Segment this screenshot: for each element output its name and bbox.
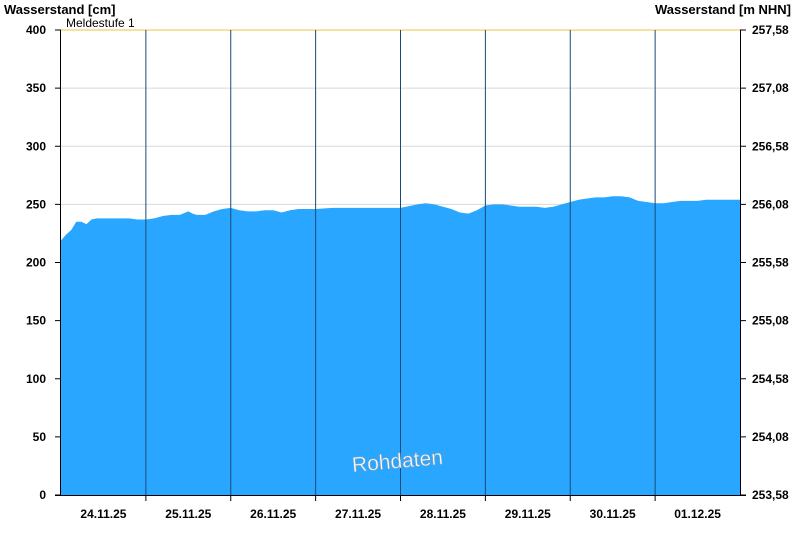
x-tick-label: 28.11.25 — [420, 507, 466, 521]
tick-label-layer: 0 253,58 50 254,08 100 254,58 150 255,08 200 255,… — [26, 23, 789, 521]
x-tick-label: 27.11.25 — [335, 507, 381, 521]
left-y-tick-label: 100 — [26, 372, 46, 386]
x-tick-label: 01.12.25 — [674, 507, 721, 521]
left-y-tick-label: 50 — [33, 430, 47, 444]
left-y-tick-label: 200 — [26, 256, 46, 270]
right-y-tick-label: 256,08 — [752, 197, 789, 211]
x-tick-label: 25.11.25 — [165, 507, 211, 521]
x-tick-label: 29.11.25 — [505, 507, 551, 521]
left-y-tick-label: 400 — [26, 23, 46, 37]
right-y-tick-label: 257,58 — [752, 23, 789, 37]
right-y-tick-label: 254,58 — [752, 372, 789, 386]
x-tick-label: 30.11.25 — [590, 507, 636, 521]
right-y-tick-label: 255,58 — [752, 256, 789, 270]
x-tick-label: 24.11.25 — [80, 507, 126, 521]
left-y-tick-label: 350 — [26, 81, 46, 95]
right-y-tick-label: 254,08 — [752, 430, 789, 444]
right-y-tick-label: 253,58 — [752, 488, 789, 502]
left-y-tick-label: 0 — [39, 488, 46, 502]
left-y-tick-label: 250 — [26, 197, 46, 211]
right-y-tick-label: 257,08 — [752, 81, 789, 95]
threshold-label: Meldestufe 1 — [66, 16, 135, 30]
right-y-tick-label: 256,58 — [752, 139, 789, 153]
axes-layer — [55, 29, 746, 501]
left-y-tick-label: 150 — [26, 314, 46, 328]
left-y-tick-label: 300 — [26, 139, 46, 153]
right-y-tick-label: 255,08 — [752, 314, 789, 328]
x-tick-label: 26.11.25 — [250, 507, 296, 521]
right-axis-title: Wasserstand [m NHN] — [655, 2, 791, 17]
left-axis-title: Wasserstand [cm] — [4, 2, 116, 17]
day-boundary-layer — [145, 30, 656, 495]
